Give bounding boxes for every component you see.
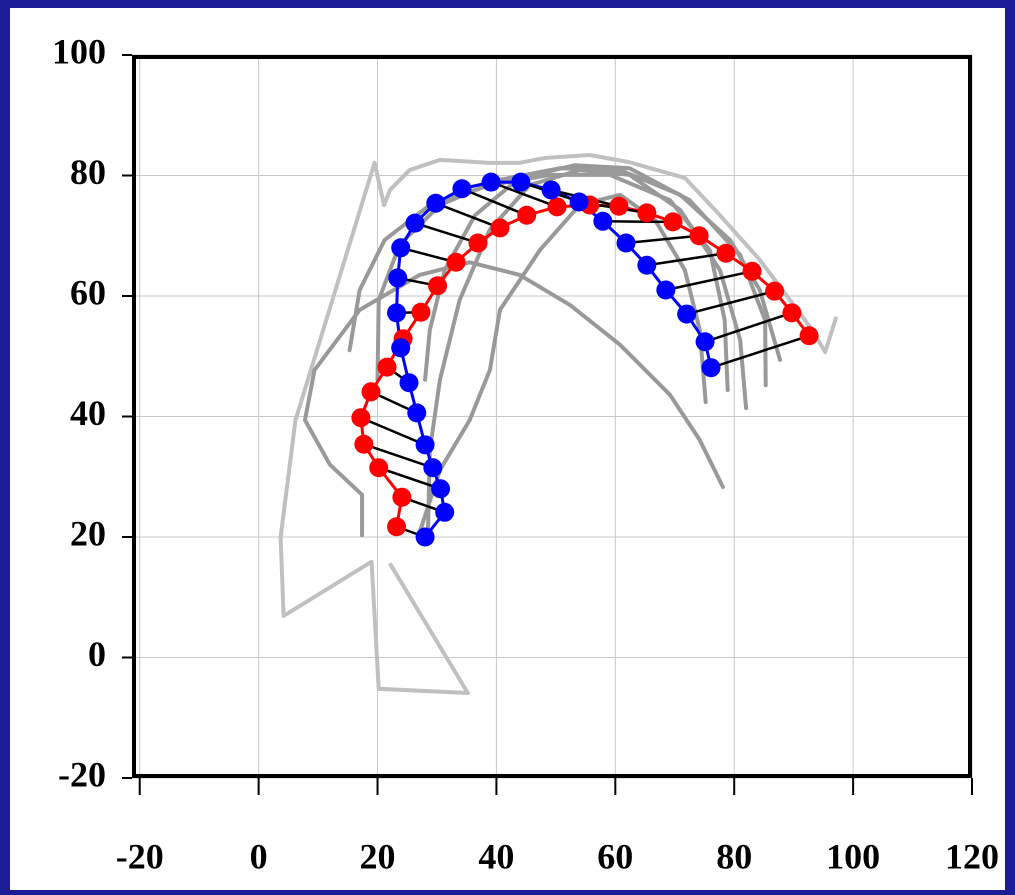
- marker: [399, 373, 419, 393]
- marker: [388, 268, 408, 288]
- marker: [782, 303, 802, 323]
- marker: [452, 179, 472, 199]
- pair-line: [400, 246, 457, 264]
- markers: [351, 172, 819, 547]
- marker: [428, 276, 448, 296]
- marker: [799, 326, 819, 346]
- pair-line: [602, 220, 673, 224]
- marker: [547, 197, 567, 217]
- x-tick-label: 60: [597, 836, 633, 876]
- x-tick-label: 120: [945, 836, 999, 876]
- pair-line: [435, 202, 501, 230]
- marker: [387, 517, 407, 537]
- marker: [377, 357, 397, 377]
- pair-line: [360, 416, 426, 446]
- pair-line: [646, 251, 727, 267]
- x-tick-label: 80: [716, 836, 752, 876]
- y-tick-label: 60: [70, 272, 106, 312]
- marker: [663, 212, 683, 232]
- y-tick-label: 20: [70, 513, 106, 553]
- marker: [351, 408, 371, 428]
- marker: [481, 172, 501, 192]
- pair-line: [686, 289, 775, 316]
- marker: [391, 238, 411, 258]
- marker: [391, 338, 411, 358]
- pair-line: [490, 180, 558, 209]
- marker: [689, 226, 709, 246]
- series-line: [426, 168, 749, 532]
- pair-lines: [360, 180, 810, 539]
- marker: [411, 302, 431, 322]
- plot-frame: [132, 55, 972, 778]
- pair-line: [461, 187, 528, 217]
- marker: [405, 213, 425, 233]
- marker: [569, 192, 589, 212]
- marker: [415, 527, 435, 547]
- marker: [431, 479, 451, 499]
- y-tick-label: 0: [88, 634, 106, 674]
- marker: [765, 281, 785, 301]
- y-tick-label: 80: [70, 152, 106, 192]
- marker: [369, 458, 389, 478]
- marker: [695, 332, 715, 352]
- marker: [677, 304, 697, 324]
- x-tick-label: 0: [250, 836, 268, 876]
- series-line: [375, 166, 782, 382]
- x-tick-label: 20: [360, 836, 396, 876]
- marker: [435, 502, 455, 522]
- marker: [716, 243, 736, 263]
- series-line: [278, 153, 838, 696]
- marker: [407, 403, 427, 423]
- x-tick-label: 40: [478, 836, 514, 876]
- pair-line: [665, 270, 753, 292]
- x-tick-label: 100: [826, 836, 880, 876]
- series-line: [347, 172, 730, 392]
- pair-line: [625, 234, 700, 245]
- axes: -20 0 20 40 60 80 100 120 -20 0 20 40 60 80 100: [52, 31, 999, 876]
- marker: [517, 205, 537, 225]
- marker: [387, 303, 407, 323]
- chart-background: [10, 8, 1005, 890]
- marker: [446, 252, 466, 272]
- marker: [426, 193, 446, 213]
- marker: [593, 211, 613, 231]
- y-tick-label: 40: [70, 393, 106, 433]
- series-line: [417, 192, 708, 535]
- x-tick-label: -20: [116, 836, 164, 876]
- marker: [637, 255, 657, 275]
- marker: [468, 233, 488, 253]
- marker: [511, 172, 531, 192]
- y-tick-label: -20: [58, 754, 106, 794]
- y-tick-label: 100: [52, 31, 106, 71]
- marker: [656, 280, 676, 300]
- marker: [423, 458, 443, 478]
- marker: [392, 487, 412, 507]
- marker: [701, 358, 721, 378]
- pair-line: [378, 466, 441, 490]
- pair-line: [363, 443, 434, 469]
- marker: [742, 261, 762, 281]
- marker: [541, 180, 561, 200]
- marker: [415, 435, 435, 455]
- pair-line: [710, 334, 810, 369]
- pair-line: [704, 311, 793, 343]
- marker: [609, 196, 629, 216]
- pair-line: [414, 221, 479, 245]
- marker: [490, 218, 510, 238]
- marker: [637, 203, 657, 223]
- marker: [616, 233, 636, 253]
- marker: [361, 382, 381, 402]
- marker: [354, 434, 374, 454]
